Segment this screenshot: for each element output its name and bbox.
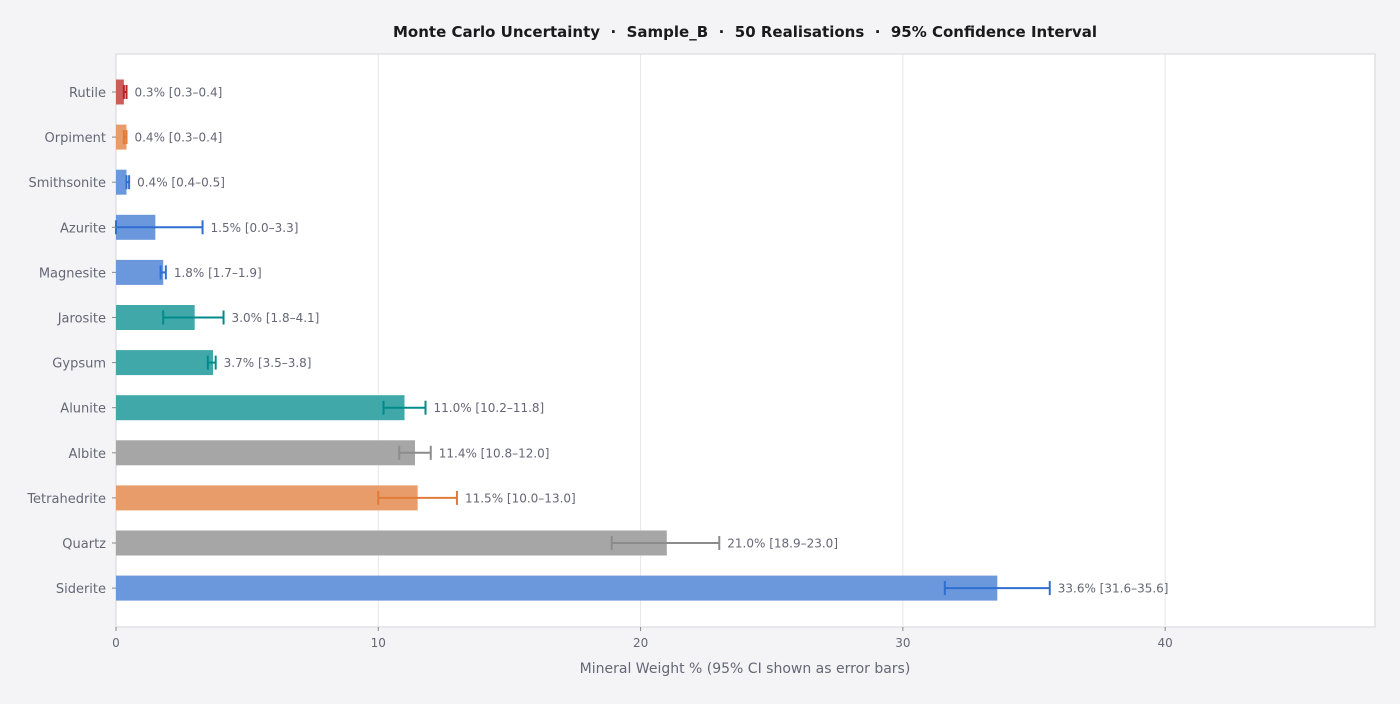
error-bar-alunite (382, 400, 427, 415)
y-tick-label: Jarosite (57, 312, 106, 327)
y-tick-label: Orpiment (45, 131, 106, 146)
error-bar-orpiment (122, 130, 128, 145)
data-label: 1.5% [0.0–3.3] (211, 221, 299, 235)
x-axis-ticks: 0 10 20 30 40 (112, 627, 1173, 650)
y-tick-label: Quartz (62, 537, 106, 552)
data-label: 0.3% [0.3–0.4] (134, 86, 222, 100)
bar-magnesite (116, 259, 164, 285)
x-tick-label: 0 (112, 636, 120, 650)
y-tick-label: Alunite (60, 402, 106, 417)
data-label: 11.5% [10.0–13.0] (465, 491, 576, 505)
data-label: 3.0% [1.8–4.1] (232, 311, 320, 325)
bar-gypsum (116, 350, 214, 376)
x-tick-label: 40 (1158, 636, 1173, 650)
y-tick-label: Tetrahedrite (26, 492, 106, 507)
data-label: 0.4% [0.4–0.5] (137, 176, 225, 190)
x-tick-label: 10 (371, 636, 386, 650)
x-tick-label: 20 (633, 636, 648, 650)
y-tick-label: Smithsonite (28, 176, 106, 191)
data-label: 21.0% [18.9–23.0] (727, 537, 838, 551)
error-bar-quartz (610, 536, 721, 550)
data-label: 11.0% [10.2–11.8] (434, 401, 545, 415)
data-label: 33.6% [31.6–35.6] (1058, 582, 1169, 596)
bar-alunite (116, 395, 405, 421)
bar-orpiment (116, 124, 127, 150)
bar-albite (116, 440, 416, 466)
y-tick-label: Azurite (60, 221, 106, 236)
bar-quartz (116, 530, 667, 556)
error-bar-magnesite (159, 265, 167, 280)
error-bar-siderite (943, 581, 1051, 596)
error-bar-rutile (122, 85, 128, 99)
error-bar-tetrahedrite (377, 490, 458, 505)
bar-tetrahedrite (116, 485, 418, 511)
error-bar-smithsonite (125, 175, 131, 190)
y-axis-ticks: Rutile Orpiment Smithsonite Azurite Magnesit… (26, 86, 116, 597)
chart-title: Monte Carlo Uncertainty · Sample_B · 50 … (393, 23, 1097, 41)
x-tick-label: 30 (895, 636, 910, 650)
data-label: 0.4% [0.3–0.4] (134, 131, 222, 145)
bar-rutile (116, 79, 124, 105)
bar-siderite (116, 575, 998, 601)
data-label: 1.8% [1.7–1.9] (174, 266, 262, 280)
y-tick-label: Rutile (69, 86, 106, 101)
data-label: 11.4% [10.8–12.0] (439, 446, 550, 460)
error-bar-gypsum (206, 355, 217, 370)
error-bar-layer (115, 85, 1051, 596)
data-label: 3.7% [3.5–3.8] (224, 356, 312, 370)
data-label-layer: 0.3% [0.3–0.4] 0.4% [0.3–0.4] 0.4% [0.4–0.… (134, 86, 1168, 596)
y-tick-label: Magnesite (39, 266, 106, 281)
y-tick-label: Gypsum (52, 357, 106, 372)
error-bar-albite (398, 445, 432, 460)
bar-layer (116, 79, 998, 601)
x-axis-label: Mineral Weight % (95% CI shown as error … (580, 661, 911, 677)
bar-smithsonite (116, 169, 127, 195)
error-bar-jarosite (162, 310, 225, 325)
y-tick-label: Albite (69, 447, 106, 462)
y-tick-label: Siderite (56, 582, 106, 597)
